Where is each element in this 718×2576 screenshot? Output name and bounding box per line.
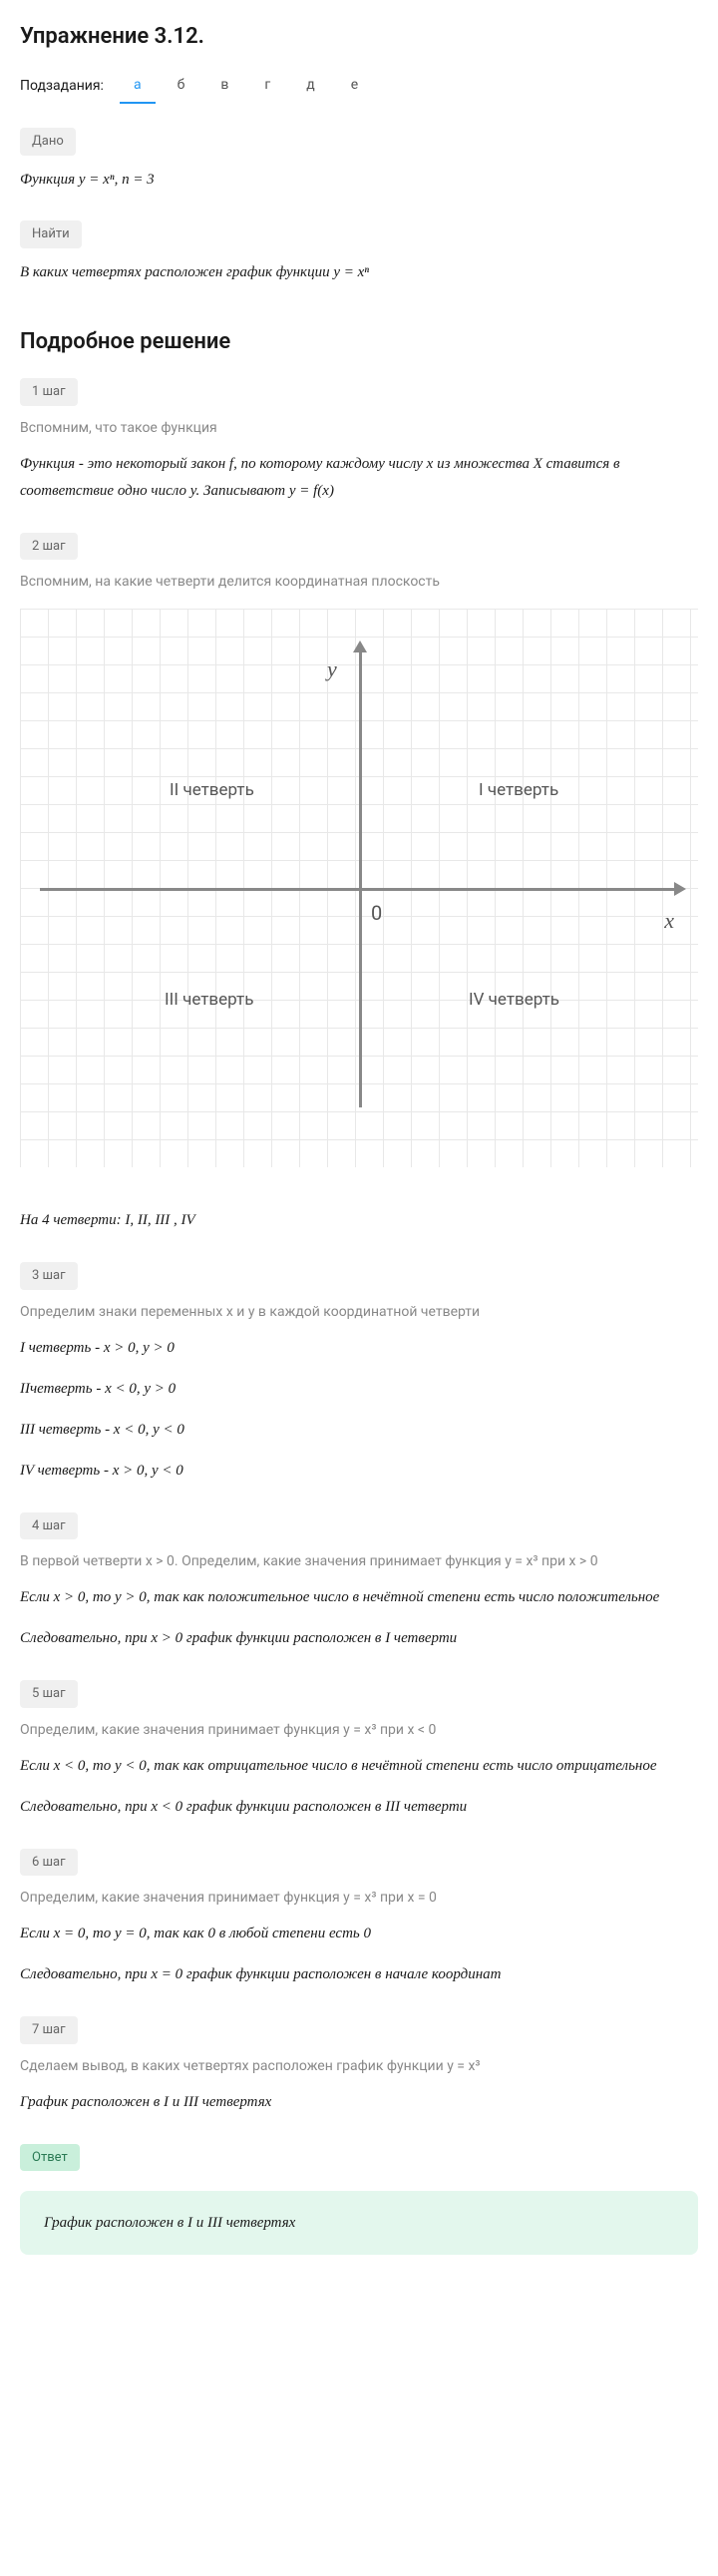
y-axis-label: y	[327, 652, 337, 685]
subtasks-label: Подзадания:	[20, 76, 104, 97]
step-3: 3 шаг Определим знаки переменных x и y в…	[20, 1262, 698, 1485]
x-axis-arrow	[674, 882, 686, 896]
step-label: 6 шаг	[20, 1849, 78, 1877]
step-line: Следовательно, при x < 0 график функции …	[20, 1794, 698, 1821]
step-label: 3 шаг	[20, 1262, 78, 1290]
quadrant-3-label: III четверть	[165, 988, 253, 1014]
given-block: Дано Функция y = xⁿ, n = 3	[20, 128, 698, 193]
step-line: Следовательно, при x > 0 график функции …	[20, 1625, 698, 1652]
step-line: I четверть - x > 0, y > 0	[20, 1335, 698, 1362]
answer-text: График расположен в I и III четвертях	[44, 2215, 295, 2231]
step-line: IV четверть - x > 0, y < 0	[20, 1458, 698, 1485]
subtasks-bar: Подзадания: а б в г д е	[20, 69, 698, 104]
quadrant-2-label: II четверть	[170, 778, 254, 804]
origin-label: 0	[371, 898, 382, 928]
step-line: Если x > 0, то y > 0, так как положитель…	[20, 1584, 698, 1611]
step-6: 6 шаг Определим, какие значения принимае…	[20, 1849, 698, 1989]
step-label: 4 шаг	[20, 1512, 78, 1540]
step-line: Если x < 0, то y < 0, так как отрицатель…	[20, 1753, 698, 1780]
y-axis-arrow	[353, 641, 367, 652]
step-7: 7 шаг Сделаем вывод, в каких четвертях р…	[20, 2016, 698, 2116]
answer-block: Ответ График расположен в I и III четвер…	[20, 2144, 698, 2255]
answer-label: Ответ	[20, 2144, 80, 2172]
step-desc: Сделаем вывод, в каких четвертях располо…	[20, 2056, 698, 2077]
step-line: Следовательно, при x = 0 график функции …	[20, 1961, 698, 1988]
step-desc: Определим, какие значения принимает функ…	[20, 1720, 698, 1741]
step-2: 2 шаг Вспомним, на какие четверти делитс…	[20, 533, 698, 1235]
step-1: 1 шаг Вспомним, что такое функция Функци…	[20, 378, 698, 505]
step-label: 5 шаг	[20, 1680, 78, 1708]
page-title: Упражнение 3.12.	[20, 20, 698, 53]
find-text: В каких четвертях расположен график функ…	[20, 260, 698, 286]
coordinate-grid: y x 0 I четверть II четверть III четверт…	[20, 609, 698, 1167]
step-line: Функция - это некоторый закон f, по кото…	[20, 451, 698, 505]
step-line: График расположен в I и III четвертях	[20, 2089, 698, 2116]
step-4: 4 шаг В первой четверти x > 0. Определим…	[20, 1512, 698, 1653]
step-label: 1 шаг	[20, 378, 78, 406]
find-block: Найти В каких четвертях расположен графи…	[20, 220, 698, 285]
tab-v[interactable]: в	[206, 69, 242, 104]
step-desc: Вспомним, что такое функция	[20, 418, 698, 439]
step-label: 7 шаг	[20, 2016, 78, 2044]
tab-g[interactable]: г	[250, 69, 284, 104]
step-label: 2 шаг	[20, 533, 78, 561]
solution-title: Подробное решение	[20, 325, 698, 358]
step-5: 5 шаг Определим, какие значения принимае…	[20, 1680, 698, 1821]
answer-box: График расположен в I и III четвертях	[20, 2191, 698, 2255]
step-desc: Определим знаки переменных x и y в каждо…	[20, 1302, 698, 1323]
step-desc: В первой четверти x > 0. Определим, каки…	[20, 1551, 698, 1572]
x-axis-label: x	[664, 904, 674, 937]
step-desc: Определим, какие значения принимает функ…	[20, 1888, 698, 1909]
tab-e[interactable]: е	[337, 69, 372, 104]
quadrant-1-label: I четверть	[479, 778, 558, 804]
tab-d[interactable]: д	[292, 69, 328, 104]
step-line: III четверть - x < 0, y < 0	[20, 1417, 698, 1444]
tab-b[interactable]: б	[164, 69, 199, 104]
given-text: Функция y = xⁿ, n = 3	[20, 168, 698, 194]
tab-a[interactable]: а	[120, 69, 156, 104]
find-label: Найти	[20, 220, 82, 248]
quadrant-4-label: IV четверть	[469, 988, 559, 1014]
step-line: IIчетверть - x < 0, y > 0	[20, 1376, 698, 1403]
step-line: Если x = 0, то y = 0, так как 0 в любой …	[20, 1921, 698, 1947]
y-axis	[359, 648, 362, 1107]
step-line: На 4 четверти: I, II, III , IV	[20, 1207, 698, 1234]
given-label: Дано	[20, 128, 76, 156]
step-desc: Вспомним, на какие четверти делится коор…	[20, 572, 698, 593]
